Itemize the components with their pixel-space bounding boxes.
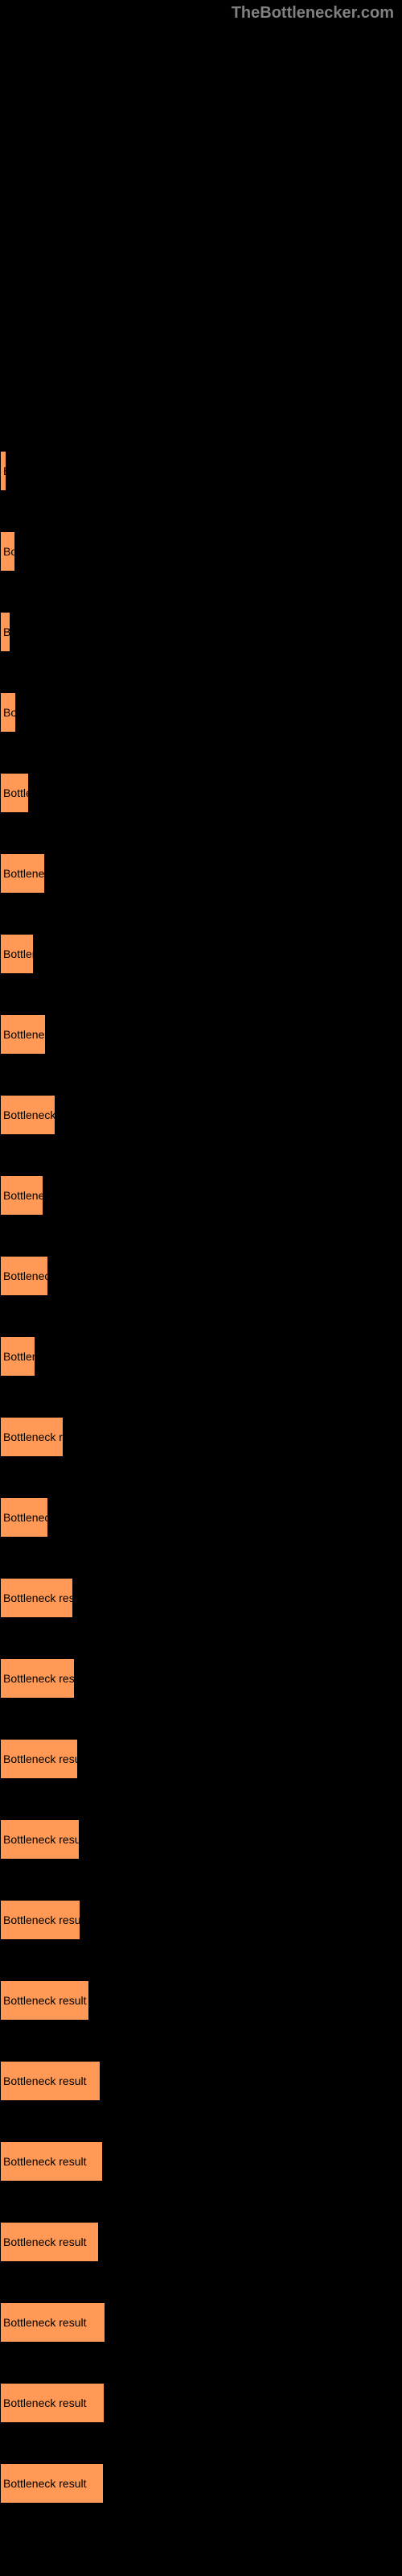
bar: Bottleneck result	[0, 2222, 99, 2262]
bar-label: Bottleneck result	[3, 1591, 73, 1604]
bar-label: Bottleneck result	[3, 2074, 87, 2087]
bar-label: Bottleneck result	[3, 464, 6, 477]
bar-row: Bottleneck result	[0, 1417, 402, 1457]
bar-row: Bottleneck result	[0, 531, 402, 572]
bar-row: Bottleneck result	[0, 2302, 402, 2343]
bar-row: Bottleneck result	[0, 2383, 402, 2423]
bar-row: Bottleneck result	[0, 1980, 402, 2021]
bar-row: Bottleneck result	[0, 451, 402, 491]
bar-row: Bottleneck result	[0, 612, 402, 652]
bar: Bottleneck result	[0, 1980, 89, 2021]
bar-row: Bottleneck result	[0, 1578, 402, 1618]
bar: Bottleneck result	[0, 1578, 73, 1618]
bar-label: Bottleneck result	[3, 1672, 75, 1685]
bar-row: Bottleneck result	[0, 773, 402, 813]
bar-label: Bottleneck result	[3, 2396, 87, 2409]
bar: Bottleneck result	[0, 451, 6, 491]
bar-label: Bottleneck result	[3, 786, 29, 799]
bar-row: Bottleneck result	[0, 1658, 402, 1699]
bar-label: Bottleneck result	[3, 2477, 87, 2490]
bar-row: Bottleneck result	[0, 1336, 402, 1377]
bar: Bottleneck result	[0, 1095, 55, 1135]
bar-label: Bottleneck result	[3, 1430, 64, 1443]
bar-row: Bottleneck result	[0, 1900, 402, 1940]
bar: Bottleneck result	[0, 1336, 35, 1377]
bar-label: Bottleneck result	[3, 2316, 87, 2329]
bar-label: Bottleneck result	[3, 706, 16, 719]
bar-label: Bottleneck result	[3, 625, 10, 638]
bar-row: Bottleneck result	[0, 1256, 402, 1296]
bar-row: Bottleneck result	[0, 2141, 402, 2182]
bar-label: Bottleneck result	[3, 1913, 80, 1926]
bar: Bottleneck result	[0, 1256, 48, 1296]
bar: Bottleneck result	[0, 692, 16, 733]
bar-label: Bottleneck result	[3, 1752, 78, 1765]
bar: Bottleneck result	[0, 2302, 105, 2343]
bar-label: Bottleneck result	[3, 1189, 43, 1202]
bar: Bottleneck result	[0, 1497, 48, 1538]
bar: Bottleneck result	[0, 853, 45, 894]
bar-row: Bottleneck result	[0, 1014, 402, 1055]
bar-row: Bottleneck result	[0, 2463, 402, 2504]
bar: Bottleneck result	[0, 2061, 100, 2101]
bar-label: Bottleneck result	[3, 2155, 87, 2168]
bar-label: Bottleneck result	[3, 947, 34, 960]
bar-label: Bottleneck result	[3, 1994, 87, 2007]
bar: Bottleneck result	[0, 2383, 105, 2423]
bar-label: Bottleneck result	[3, 867, 45, 880]
bar-label: Bottleneck result	[3, 1269, 48, 1282]
bar-chart: Bottleneck result Bottleneck result Bottle…	[0, 451, 402, 2544]
bar-row: Bottleneck result	[0, 692, 402, 733]
bar-label: Bottleneck result	[3, 1511, 48, 1524]
bar: Bottleneck result	[0, 1819, 80, 1860]
bar-label: Bottleneck result	[3, 545, 15, 558]
bar: Bottleneck result	[0, 612, 10, 652]
bar: Bottleneck result	[0, 1014, 46, 1055]
bar-row: Bottleneck result	[0, 2222, 402, 2262]
bar-row: Bottleneck result	[0, 1095, 402, 1135]
bar: Bottleneck result	[0, 2463, 104, 2504]
bar-label: Bottleneck result	[3, 2235, 87, 2248]
bar: Bottleneck result	[0, 2141, 103, 2182]
bar: Bottleneck result	[0, 1900, 80, 1940]
bar-row: Bottleneck result	[0, 853, 402, 894]
bar-row: Bottleneck result	[0, 1819, 402, 1860]
bar: Bottleneck result	[0, 1658, 75, 1699]
bar: Bottleneck result	[0, 773, 29, 813]
bar-row: Bottleneck result	[0, 1497, 402, 1538]
bar-row: Bottleneck result	[0, 2061, 402, 2101]
bar-label: Bottleneck result	[3, 1028, 46, 1041]
bar: Bottleneck result	[0, 934, 34, 974]
bar: Bottleneck result	[0, 531, 15, 572]
bar-label: Bottleneck result	[3, 1350, 35, 1363]
bar-label: Bottleneck result	[3, 1108, 55, 1121]
bar-row: Bottleneck result	[0, 1175, 402, 1216]
bar: Bottleneck result	[0, 1175, 43, 1216]
bar-row: Bottleneck result	[0, 934, 402, 974]
bar-label: Bottleneck result	[3, 1833, 80, 1846]
bar: Bottleneck result	[0, 1417, 64, 1457]
bar: Bottleneck result	[0, 1739, 78, 1779]
watermark-text: TheBottlenecker.com	[232, 4, 394, 23]
bar-row: Bottleneck result	[0, 1739, 402, 1779]
